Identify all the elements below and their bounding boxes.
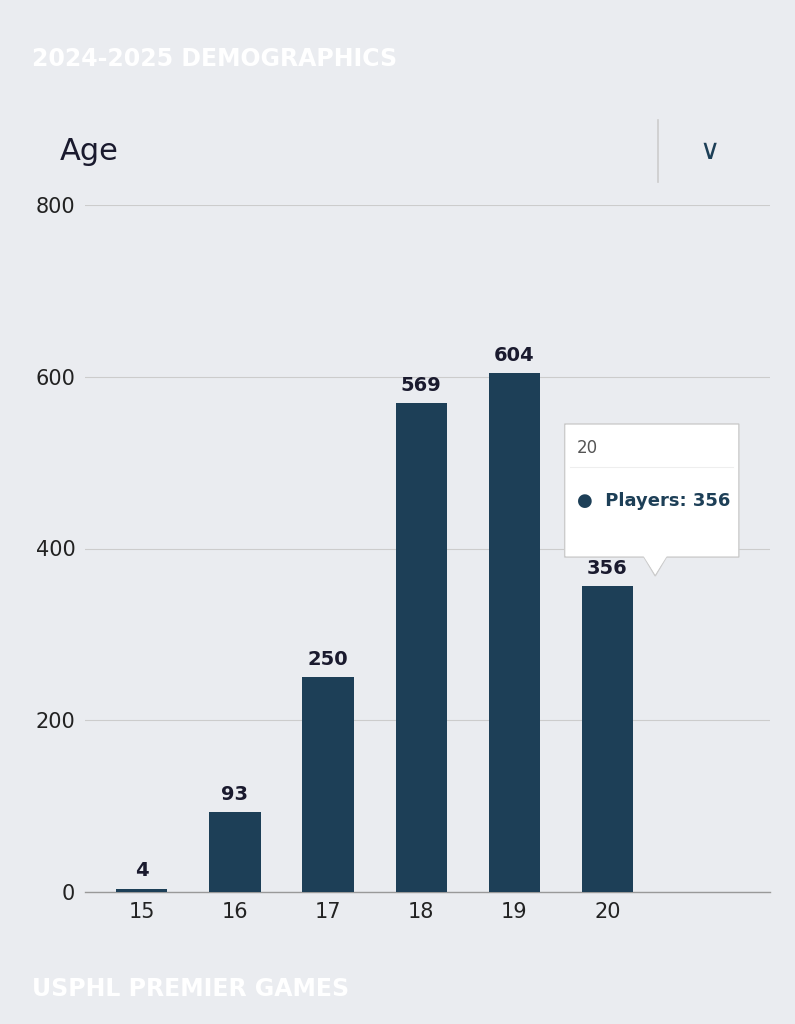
FancyBboxPatch shape (564, 424, 739, 557)
Bar (396, 403, 447, 892)
Polygon shape (644, 557, 666, 575)
Text: 250: 250 (308, 649, 348, 669)
Text: ∨: ∨ (700, 137, 720, 165)
Bar (302, 677, 354, 892)
Text: 93: 93 (221, 784, 248, 804)
Bar (489, 374, 540, 892)
Text: ●  Players: 356: ● Players: 356 (577, 493, 730, 510)
Text: USPHL PREMIER GAMES: USPHL PREMIER GAMES (32, 978, 349, 1001)
Text: 4: 4 (135, 861, 149, 880)
Bar (116, 889, 168, 892)
Text: 356: 356 (588, 559, 628, 578)
Text: 569: 569 (401, 376, 441, 395)
Text: 2024-2025 DEMOGRAPHICS: 2024-2025 DEMOGRAPHICS (32, 47, 397, 71)
Text: Age: Age (60, 136, 118, 166)
Text: 604: 604 (494, 346, 535, 365)
Text: 20: 20 (577, 439, 598, 457)
Polygon shape (643, 555, 667, 574)
Bar (582, 587, 633, 892)
Bar (209, 812, 261, 892)
